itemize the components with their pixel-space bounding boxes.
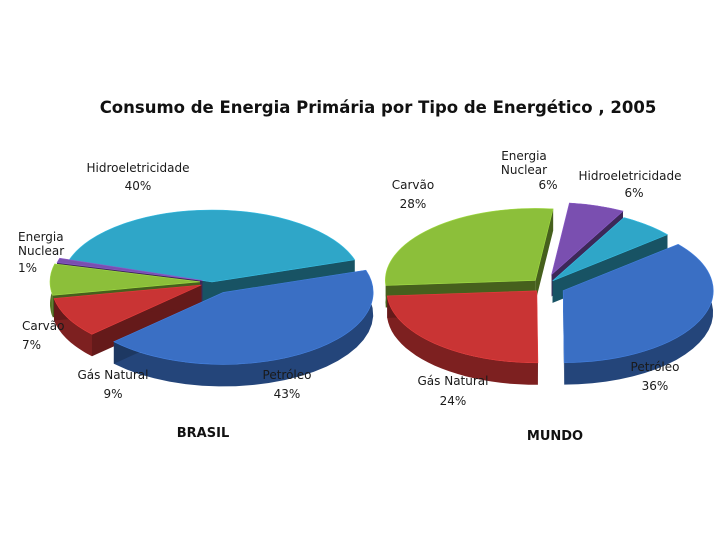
mundo-hidroeletricidade-label: Hidroeletricidade bbox=[579, 169, 682, 183]
mundo-petroleo-side bbox=[564, 244, 713, 385]
mundo-hidroeletricidade-value-label: 6% bbox=[624, 186, 643, 200]
mundo-petroleo-slice bbox=[562, 243, 714, 363]
brasil-gas-natural-side bbox=[54, 298, 92, 357]
mundo-petroleo-value-label: 36% bbox=[642, 379, 669, 393]
brasil-gas-natural-label: Gás Natural bbox=[78, 368, 149, 382]
brasil-carvao-value-label: 7% bbox=[22, 338, 41, 352]
brasil-petroleo-slice bbox=[113, 269, 374, 365]
mundo-gas-natural-value-label: 24% bbox=[440, 394, 467, 408]
mundo-energia-nuclear-slice bbox=[551, 202, 624, 276]
mundo-petroleo-label: Petróleo bbox=[631, 360, 680, 374]
brasil-gas-natural-value-label: 9% bbox=[103, 387, 122, 401]
mundo-carvao-label: Carvão bbox=[392, 178, 434, 192]
mundo-energia-nuclear-value-label: 6% bbox=[538, 178, 557, 192]
mundo-gas-natural-slice bbox=[386, 290, 539, 364]
brasil-gas-natural-slice bbox=[53, 284, 202, 335]
mundo-carvao-value-label: 28% bbox=[400, 197, 427, 211]
brasil-carvao-label: Carvão bbox=[22, 319, 64, 333]
brasil-energia-nuclear-label: Energia Nuclear bbox=[18, 230, 64, 258]
brasil-petroleo-side bbox=[113, 270, 374, 387]
brasil-petroleo-label: Petróleo bbox=[263, 368, 312, 382]
brasil-pie-chart: Petróleo 43% Gás Natural 9% Carvão 7% Energia N… bbox=[18, 161, 374, 401]
mundo-gas-natural-side bbox=[387, 295, 538, 385]
brasil-hidroeletricidade-slice bbox=[68, 209, 356, 283]
mundo-hidroeletricidade-slice bbox=[552, 217, 669, 282]
mundo-energia-nuclear-label: Energia Nuclear bbox=[501, 149, 547, 177]
brasil-energia-nuclear-slice bbox=[56, 257, 203, 281]
brasil-petroleo-value-label: 43% bbox=[274, 387, 301, 401]
mundo-chart-title: MUNDO bbox=[527, 429, 583, 444]
mundo-carvao-edge-2 bbox=[535, 208, 554, 303]
mundo-carvao-slice bbox=[385, 208, 554, 286]
mundo-gas-natural-label: Gás Natural bbox=[418, 374, 489, 388]
mundo-pie-chart: Petróleo 36% Gás Natural 24% Carvão 28% Energi… bbox=[385, 149, 714, 408]
brasil-energia-nuclear-value-label: 1% bbox=[18, 261, 37, 275]
brasil-hidroeletricidade-label: Hidroeletricidade bbox=[87, 161, 190, 175]
chart-title: Consumo de Energia Primária por Tipo de … bbox=[100, 98, 657, 117]
brasil-hidroeletricidade-value-label: 40% bbox=[125, 179, 152, 193]
brasil-carvao-slice bbox=[49, 263, 201, 296]
brasil-chart-title: BRASIL bbox=[177, 426, 229, 441]
